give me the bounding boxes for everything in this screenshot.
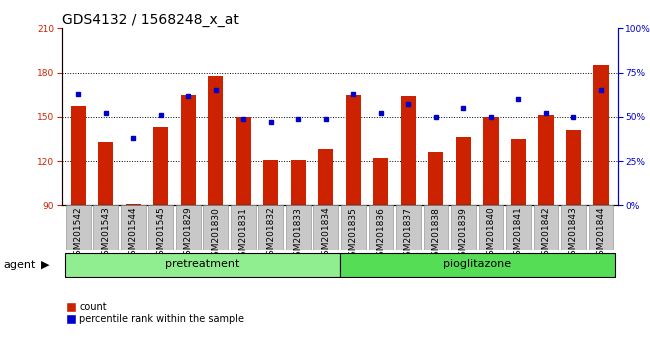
Bar <box>593 65 608 205</box>
Text: GSM201843: GSM201843 <box>569 207 578 261</box>
FancyBboxPatch shape <box>66 205 90 250</box>
Text: GSM201542: GSM201542 <box>73 207 83 261</box>
Bar <box>208 75 224 205</box>
Text: GSM201834: GSM201834 <box>321 207 330 261</box>
FancyBboxPatch shape <box>148 205 173 250</box>
FancyBboxPatch shape <box>313 205 338 250</box>
FancyBboxPatch shape <box>369 205 393 250</box>
Bar <box>538 115 554 205</box>
Bar <box>484 117 499 205</box>
Text: GSM201829: GSM201829 <box>184 207 193 261</box>
FancyBboxPatch shape <box>64 253 339 276</box>
Bar <box>263 160 278 205</box>
Bar <box>566 130 581 205</box>
Text: GSM201844: GSM201844 <box>597 207 606 261</box>
FancyBboxPatch shape <box>478 205 503 250</box>
Bar <box>511 139 526 205</box>
Text: GSM201543: GSM201543 <box>101 207 111 261</box>
FancyBboxPatch shape <box>286 205 311 250</box>
Text: GSM201839: GSM201839 <box>459 207 468 262</box>
Bar <box>318 149 333 205</box>
FancyBboxPatch shape <box>341 205 366 250</box>
Text: GSM201842: GSM201842 <box>541 207 551 261</box>
FancyBboxPatch shape <box>424 205 448 250</box>
Text: GSM201544: GSM201544 <box>129 207 138 261</box>
Legend: count, percentile rank within the sample: count, percentile rank within the sample <box>66 302 244 324</box>
FancyBboxPatch shape <box>396 205 421 250</box>
Text: GSM201837: GSM201837 <box>404 207 413 262</box>
Text: GSM201835: GSM201835 <box>349 207 358 262</box>
FancyBboxPatch shape <box>589 205 614 250</box>
Text: GSM201840: GSM201840 <box>486 207 495 261</box>
Bar <box>71 107 86 205</box>
FancyBboxPatch shape <box>339 253 615 276</box>
FancyBboxPatch shape <box>121 205 146 250</box>
Text: GSM201838: GSM201838 <box>432 207 441 262</box>
FancyBboxPatch shape <box>176 205 201 250</box>
Text: GSM201831: GSM201831 <box>239 207 248 262</box>
Bar <box>181 95 196 205</box>
Bar <box>401 96 416 205</box>
Bar <box>346 95 361 205</box>
FancyBboxPatch shape <box>203 205 228 250</box>
Bar <box>291 160 306 205</box>
Text: GSM201832: GSM201832 <box>266 207 276 261</box>
Text: GSM201841: GSM201841 <box>514 207 523 261</box>
Text: GSM201833: GSM201833 <box>294 207 303 262</box>
Bar <box>236 117 251 205</box>
Bar <box>456 137 471 205</box>
FancyBboxPatch shape <box>231 205 255 250</box>
Bar <box>428 152 443 205</box>
FancyBboxPatch shape <box>534 205 558 250</box>
Bar <box>153 127 168 205</box>
FancyBboxPatch shape <box>94 205 118 250</box>
Text: GSM201830: GSM201830 <box>211 207 220 262</box>
Text: ▶: ▶ <box>41 260 49 270</box>
Text: agent: agent <box>3 260 36 270</box>
Text: GDS4132 / 1568248_x_at: GDS4132 / 1568248_x_at <box>62 13 239 27</box>
FancyBboxPatch shape <box>259 205 283 250</box>
Bar <box>98 142 113 205</box>
FancyBboxPatch shape <box>561 205 586 250</box>
Text: GSM201545: GSM201545 <box>156 207 165 261</box>
Bar <box>373 158 389 205</box>
FancyBboxPatch shape <box>506 205 531 250</box>
FancyBboxPatch shape <box>451 205 476 250</box>
Text: GSM201836: GSM201836 <box>376 207 385 262</box>
Text: pioglitazone: pioglitazone <box>443 259 512 269</box>
Text: pretreatment: pretreatment <box>165 259 239 269</box>
Bar <box>125 204 141 205</box>
